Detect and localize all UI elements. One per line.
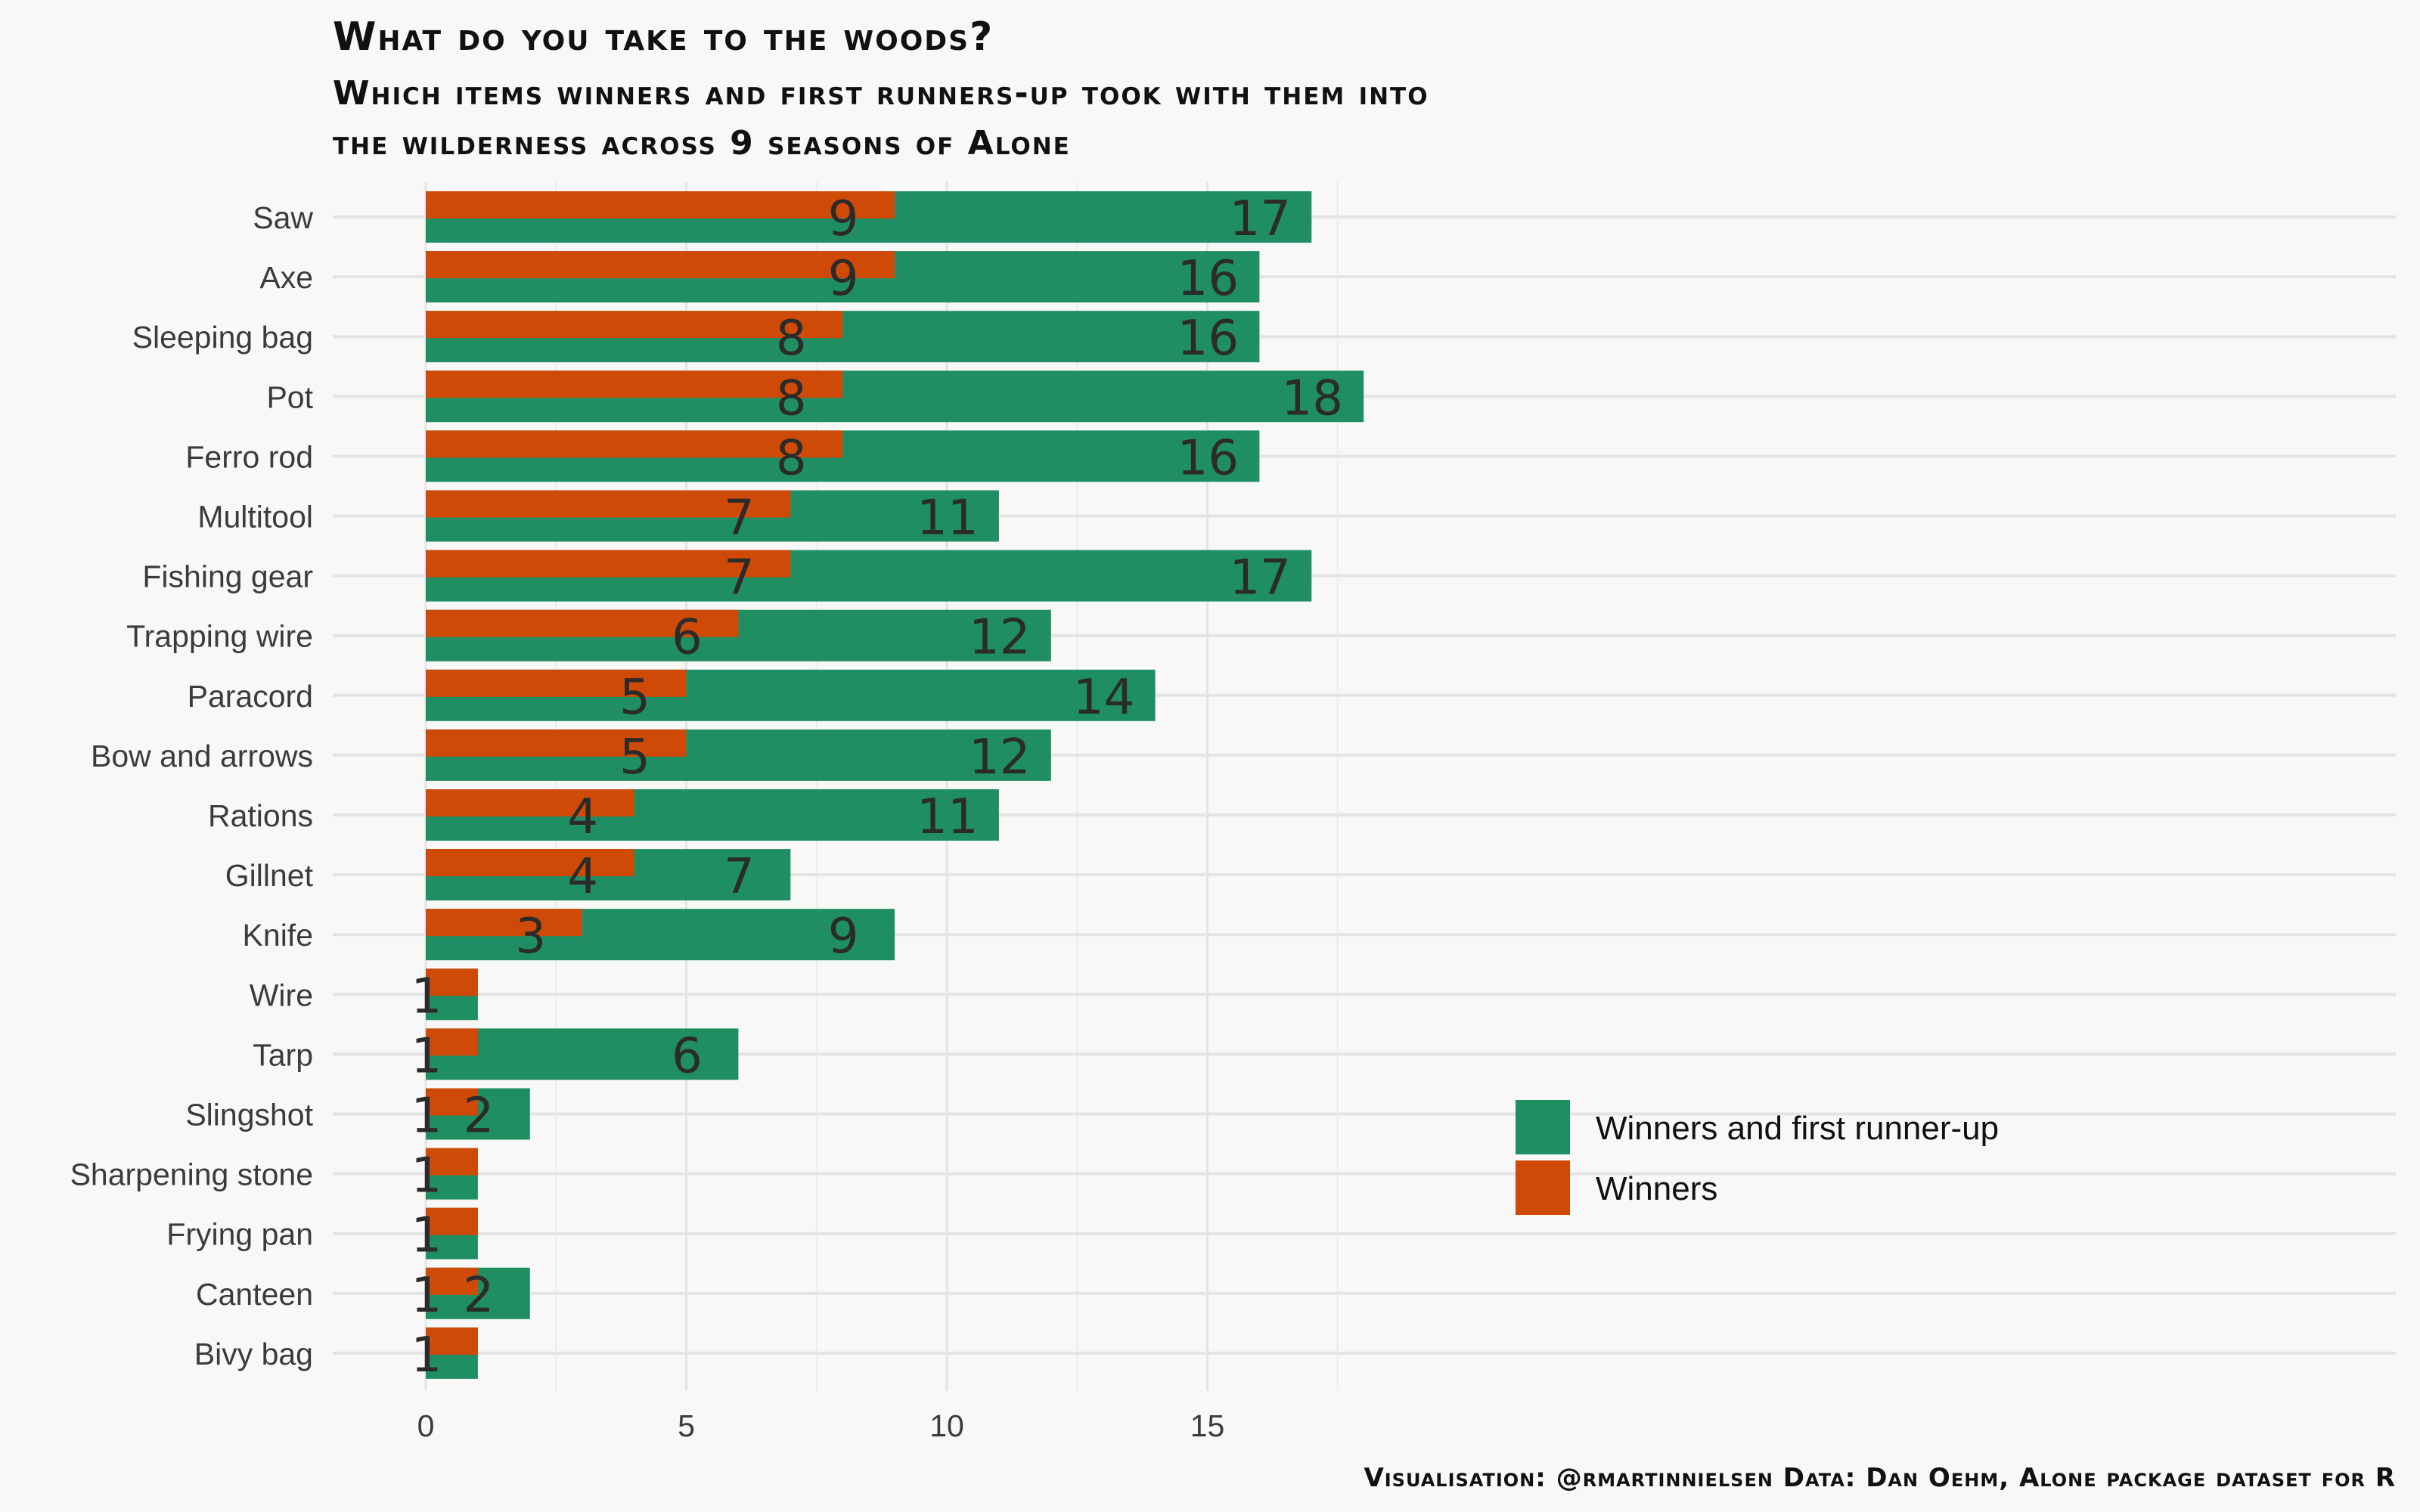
bar-winners bbox=[426, 251, 895, 279]
value-label-total: 2 bbox=[463, 1268, 494, 1324]
category-label: Canteen bbox=[196, 1277, 313, 1312]
value-label-total: 11 bbox=[917, 789, 978, 845]
bar-winners bbox=[426, 849, 634, 877]
bar-winners bbox=[426, 550, 791, 578]
bar-winners bbox=[426, 1267, 478, 1295]
category-label: Knife bbox=[243, 918, 313, 953]
value-label-total: 16 bbox=[1177, 430, 1239, 486]
chart-subtitle-line-1: Which items winners and first runners-up… bbox=[333, 74, 1429, 113]
value-label-total: 16 bbox=[1177, 251, 1239, 307]
bar-winners bbox=[426, 609, 739, 637]
legend-label: Winners bbox=[1596, 1170, 1717, 1207]
legend-swatch bbox=[1516, 1160, 1570, 1215]
value-label-total: 17 bbox=[1230, 191, 1291, 247]
bar-winners bbox=[426, 1327, 478, 1355]
bar-winners bbox=[426, 909, 582, 937]
category-label: Slingshot bbox=[185, 1098, 313, 1132]
category-label: Gillnet bbox=[225, 858, 314, 893]
x-tick-label: 0 bbox=[417, 1408, 435, 1443]
value-label-winners: 5 bbox=[619, 670, 650, 726]
bar-winners bbox=[426, 311, 843, 339]
chart-caption: Visualisation: @rmartinnielsen Data: Dan… bbox=[1364, 1463, 2396, 1493]
category-label: Rations bbox=[208, 798, 313, 833]
value-label-winners: 1 bbox=[411, 1148, 442, 1204]
bar-winners bbox=[426, 1148, 478, 1176]
value-label-winners: 7 bbox=[724, 491, 755, 547]
value-label-winners: 6 bbox=[672, 610, 703, 666]
value-label-winners: 9 bbox=[828, 191, 859, 247]
category-label: Bow and arrows bbox=[91, 739, 313, 773]
x-tick-label: 10 bbox=[929, 1408, 964, 1443]
bar-winners bbox=[426, 191, 895, 218]
value-label-winners: 3 bbox=[515, 909, 546, 965]
value-label-winners: 8 bbox=[776, 430, 807, 486]
value-label-total: 9 bbox=[828, 909, 859, 965]
category-label: Saw bbox=[253, 200, 313, 235]
category-label: Multitool bbox=[197, 500, 313, 534]
category-label: Wire bbox=[250, 978, 313, 1012]
chart-title: What do you take to the woods? bbox=[333, 14, 994, 60]
x-tick-label: 15 bbox=[1190, 1408, 1225, 1443]
legend-swatch bbox=[1516, 1100, 1570, 1154]
value-label-winners: 1 bbox=[411, 968, 442, 1024]
value-label-total: 7 bbox=[724, 849, 755, 905]
value-labels: 9 179 168 168 188 167 117 176 125 145 124 114 73 911 6… bbox=[411, 191, 1343, 1383]
category-label: Bivy bag bbox=[194, 1337, 313, 1371]
category-label: Sharpening stone bbox=[70, 1157, 313, 1192]
value-label-winners: 8 bbox=[776, 311, 807, 367]
value-label-winners: 5 bbox=[619, 730, 650, 785]
category-label: Fishing gear bbox=[142, 559, 313, 594]
grid bbox=[333, 181, 2396, 1391]
category-labels: Saw Axe Sleeping bag Pot Ferro rod Multitool F… bbox=[70, 200, 314, 1371]
value-label-winners: 1 bbox=[411, 1268, 442, 1324]
value-label-total: 14 bbox=[1073, 670, 1134, 726]
value-label-total: 18 bbox=[1281, 370, 1342, 426]
value-label-winners: 1 bbox=[411, 1028, 442, 1084]
value-label-winners: 8 bbox=[776, 370, 807, 426]
value-label-total: 17 bbox=[1230, 550, 1291, 606]
bars bbox=[426, 191, 1364, 1379]
category-label: Tarp bbox=[253, 1037, 313, 1072]
category-label: Sleeping bag bbox=[132, 320, 313, 355]
value-label-winners: 9 bbox=[828, 251, 859, 307]
bar-winners bbox=[426, 1207, 478, 1235]
x-tick-label: 5 bbox=[678, 1408, 695, 1443]
value-label-winners: 1 bbox=[411, 1328, 442, 1383]
bar-winners bbox=[426, 430, 843, 458]
category-label: Paracord bbox=[188, 679, 313, 714]
category-label: Ferro rod bbox=[185, 439, 313, 474]
chart-subtitle-line-2: the wilderness across 9 seasons of Alone bbox=[333, 124, 1071, 163]
category-label: Frying pan bbox=[166, 1217, 313, 1252]
category-label: Trapping wire bbox=[126, 619, 313, 654]
category-label: Pot bbox=[266, 380, 313, 414]
value-label-total: 16 bbox=[1177, 311, 1239, 367]
value-label-total: 12 bbox=[969, 730, 1030, 785]
bar-winners bbox=[426, 789, 634, 816]
value-label-winners: 4 bbox=[567, 849, 598, 905]
value-label-winners: 7 bbox=[724, 550, 755, 606]
value-label-winners: 1 bbox=[411, 1208, 442, 1264]
legend-label: Winners and first runner-up bbox=[1596, 1110, 1999, 1147]
bar-winners bbox=[426, 490, 791, 518]
x-axis-ticks: 0 5 10 15 bbox=[417, 1408, 1225, 1443]
legend: Winners and first runner-up Winners bbox=[1516, 1100, 1999, 1215]
value-label-total: 12 bbox=[969, 610, 1030, 666]
bar-winners bbox=[426, 669, 687, 697]
value-label-total: 2 bbox=[463, 1089, 494, 1145]
value-label-total: 6 bbox=[672, 1028, 703, 1084]
bar-winners bbox=[426, 968, 478, 996]
value-label-winners: 1 bbox=[411, 1089, 442, 1145]
bar-winners bbox=[426, 1088, 478, 1116]
category-label: Axe bbox=[259, 260, 313, 295]
bar-winners bbox=[426, 1028, 478, 1056]
value-label-winners: 4 bbox=[567, 789, 598, 845]
value-label-total: 11 bbox=[917, 491, 978, 547]
bar-winners bbox=[426, 370, 843, 398]
bar-winners bbox=[426, 729, 687, 757]
